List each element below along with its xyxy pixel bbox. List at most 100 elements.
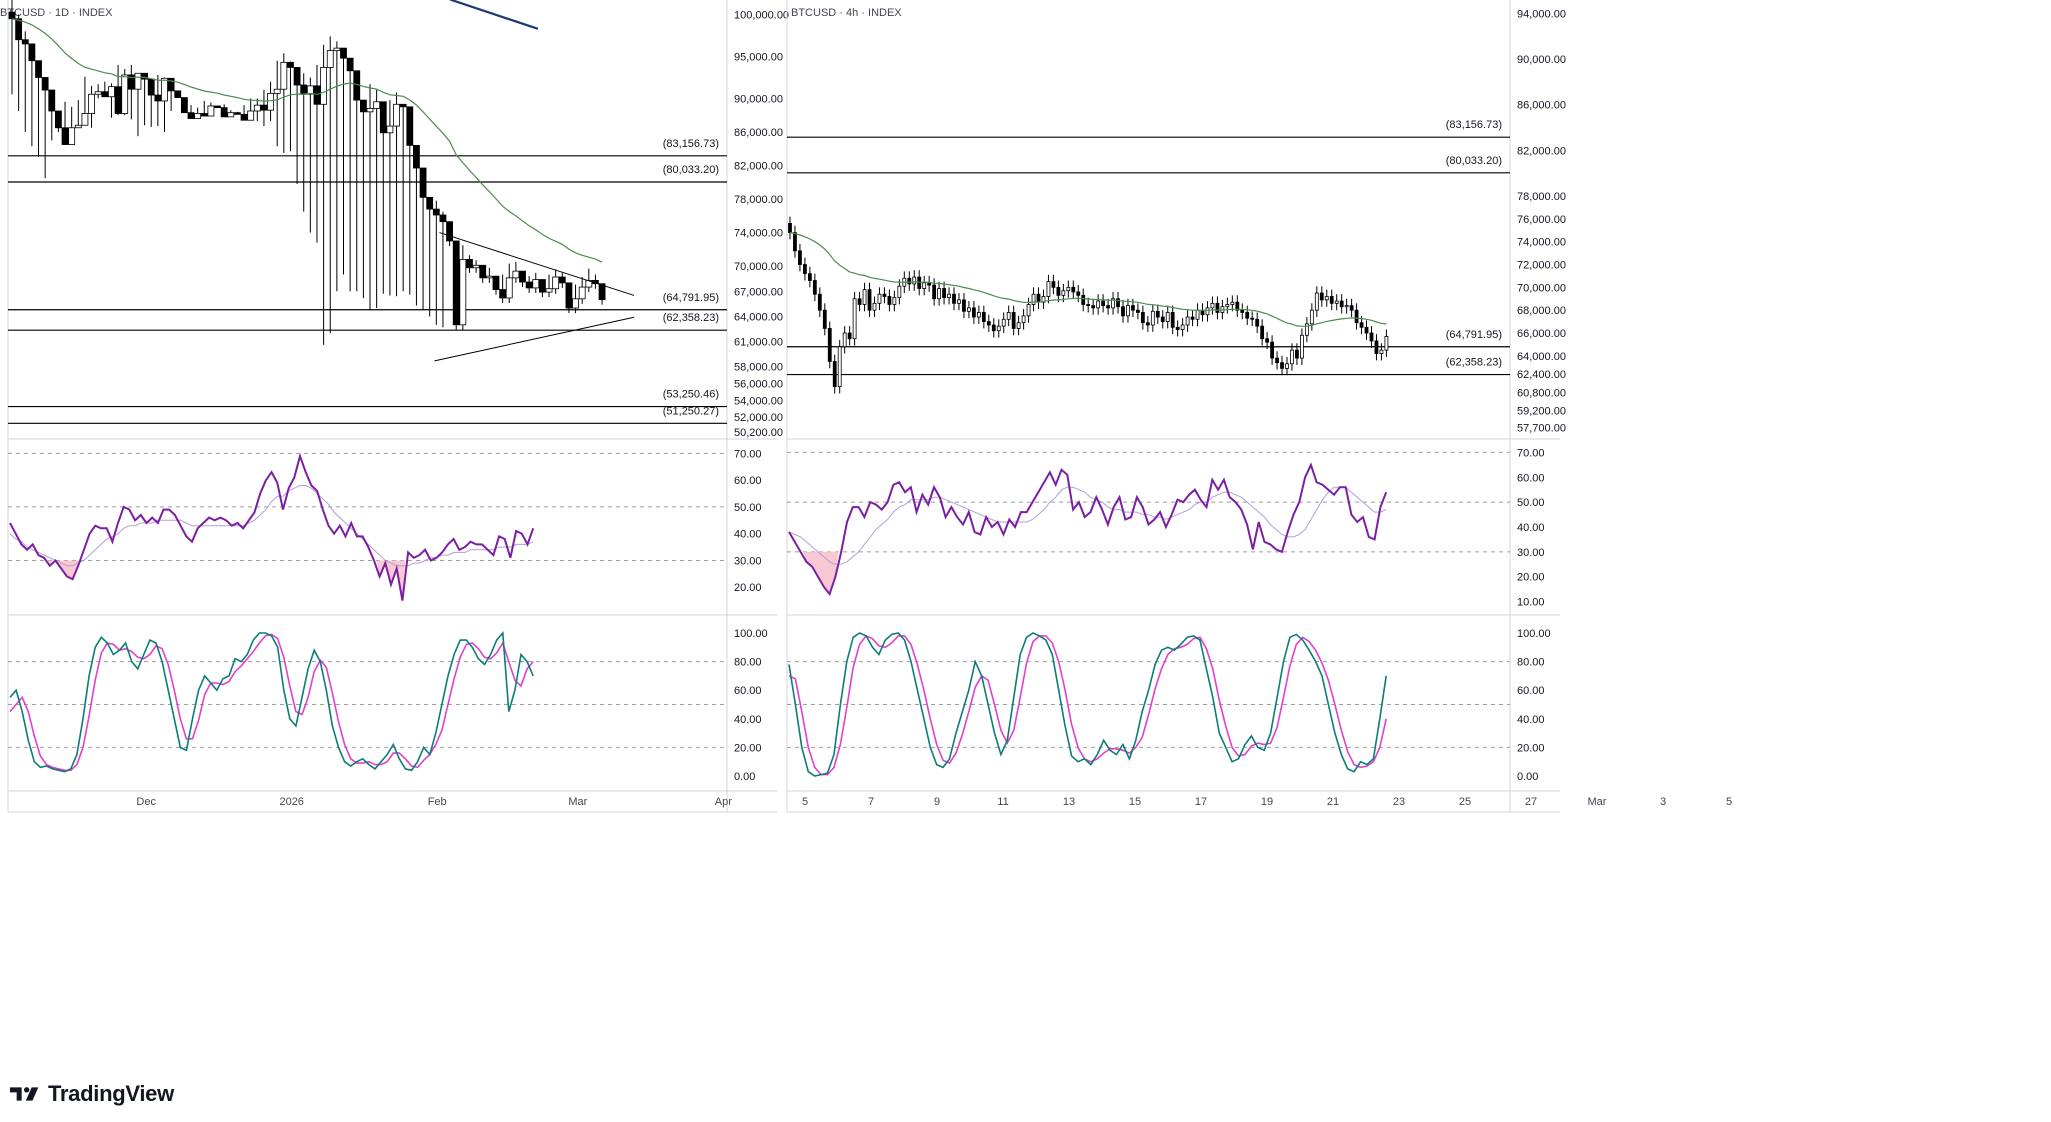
candle — [406, 106, 414, 295]
price-axis-tick: 59,200.00 — [1517, 406, 1566, 418]
candle-body — [127, 74, 135, 90]
candle-body — [1140, 312, 1145, 324]
candle-body — [1250, 317, 1255, 320]
price-axis-tick: 60,800.00 — [1517, 387, 1566, 399]
candle — [842, 326, 847, 354]
candle — [1116, 291, 1120, 314]
candle — [359, 99, 367, 298]
candle-body — [1106, 305, 1110, 309]
candle-body — [922, 282, 927, 289]
candle — [1349, 298, 1354, 318]
candle — [882, 287, 887, 304]
candle — [320, 44, 328, 345]
candle-body — [1364, 326, 1369, 334]
candle-body — [1071, 286, 1076, 293]
candle — [1091, 298, 1096, 315]
candle — [1275, 351, 1279, 370]
candle — [247, 98, 255, 121]
candle — [971, 301, 976, 324]
candle-body — [1309, 309, 1314, 325]
moving-average-line — [789, 232, 1387, 327]
time-axis-label: 11 — [997, 796, 1008, 808]
candle-body — [947, 293, 951, 299]
stochastic-pane: 100.00 80.00 60.00 40.00 20.00 0.00 — [8, 628, 768, 783]
candle — [1036, 287, 1041, 310]
time-axis-label: 9 — [934, 796, 940, 808]
candle-body — [419, 167, 427, 198]
candle — [807, 266, 812, 288]
candle — [892, 290, 897, 312]
candle — [1329, 289, 1334, 311]
candle — [68, 106, 76, 145]
candle — [512, 261, 520, 283]
candle-body — [991, 324, 996, 332]
candle-body — [887, 296, 892, 305]
rsi-ma-line — [788, 486, 1387, 565]
candle-body — [525, 281, 533, 289]
candle-body — [832, 361, 837, 388]
symbol-label: BTCUSD · 4h · INDEX — [791, 7, 902, 19]
candle — [872, 296, 877, 318]
price-axis-tick: 70,000.00 — [1517, 282, 1566, 294]
candle — [28, 43, 36, 147]
price-axis-tick: 86,000.00 — [734, 127, 783, 139]
candle — [353, 70, 361, 292]
candle — [366, 84, 374, 310]
candle — [847, 326, 852, 346]
rsi-axis-tick: 60.00 — [1517, 472, 1545, 484]
candle — [832, 354, 837, 394]
candle-body — [912, 276, 917, 285]
candle-body — [373, 101, 381, 109]
candle — [837, 339, 842, 394]
candle — [907, 271, 912, 291]
rsi-oversold-fill — [803, 551, 839, 595]
candle — [21, 31, 29, 132]
candle — [578, 277, 586, 304]
stoch-axis-tick: 40.00 — [734, 714, 762, 726]
four-hour-chart[interactable]: BTCUSD · 4h · INDEX 94,000.00 90,000.00 86,… — [786, 0, 1732, 813]
candle-body — [1081, 294, 1086, 305]
candle — [161, 77, 168, 132]
candle-body — [932, 284, 937, 300]
rsi-axis-tick: 20.00 — [1517, 572, 1545, 584]
level-label: (80,033.20) — [1446, 155, 1502, 167]
time-axis: Dec 2026 Feb Mar Apr — [136, 796, 732, 808]
time-axis-label: 5 — [802, 796, 808, 808]
candle — [399, 103, 407, 292]
candle-body — [267, 92, 274, 111]
candle — [1285, 356, 1289, 376]
candle-body — [1111, 298, 1115, 309]
candle — [267, 81, 274, 122]
candle-body — [426, 196, 434, 210]
candle — [545, 274, 553, 298]
time-axis-label: 15 — [1129, 796, 1141, 808]
candle — [207, 102, 215, 117]
candle-body — [446, 221, 453, 242]
candle — [413, 144, 420, 306]
candle-body — [1160, 316, 1165, 322]
candle — [187, 105, 195, 119]
candle — [803, 257, 807, 281]
candle — [1210, 296, 1215, 315]
candle — [432, 200, 440, 325]
price-axis-tick: 64,000.00 — [734, 311, 783, 323]
candle — [194, 107, 202, 119]
candle-body — [1175, 326, 1180, 330]
candle — [134, 72, 142, 137]
candle — [479, 264, 487, 283]
candle-body — [817, 293, 822, 311]
price-axis-tick: 90,000.00 — [1517, 54, 1566, 66]
candle — [373, 90, 381, 309]
candle — [174, 90, 182, 98]
candle — [912, 270, 917, 291]
stoch-axis-tick: 0.00 — [1517, 771, 1538, 783]
daily-chart[interactable]: BTCUSD · 1D · INDEX 100,000.00 95,000.00 90… — [0, 0, 789, 813]
candle — [287, 61, 294, 152]
candle — [867, 282, 872, 318]
candle — [1066, 280, 1071, 298]
rsi-axis-tick: 70.00 — [734, 448, 762, 460]
candle-body — [1061, 290, 1066, 296]
level-label: (64,791.95) — [1446, 329, 1502, 341]
candle — [1280, 355, 1284, 376]
tradingview-logo[interactable]: TradingView — [10, 1080, 174, 1108]
